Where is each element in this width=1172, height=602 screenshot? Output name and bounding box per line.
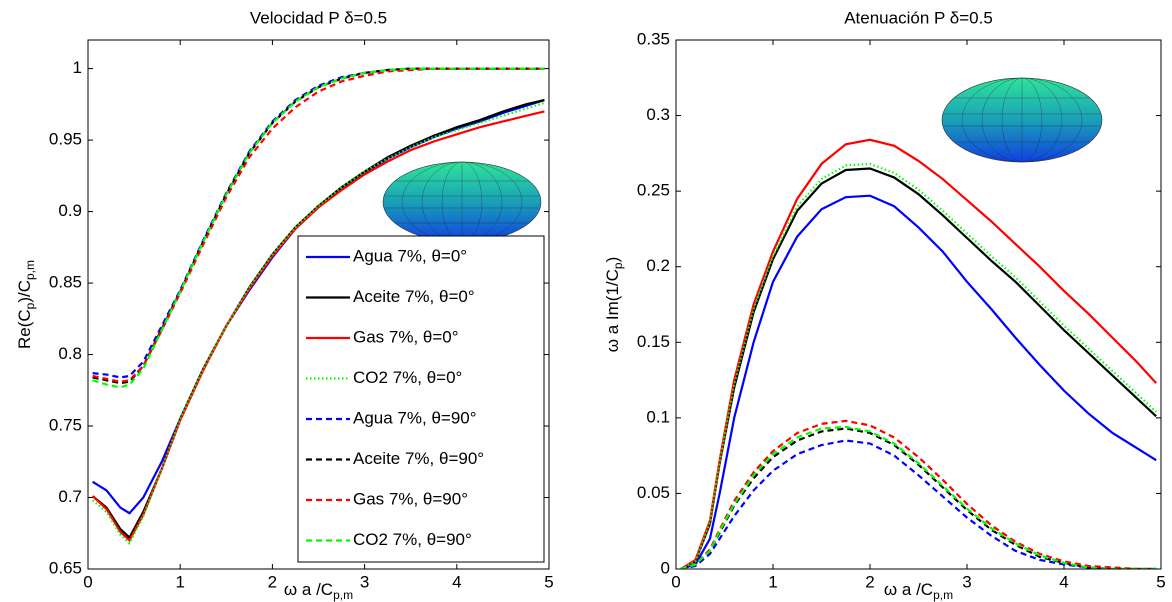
legend-label: CO2 7%, θ=0° — [353, 368, 462, 387]
axes-box — [87, 39, 550, 570]
legend-box — [297, 235, 545, 563]
legend-label: Aceite 7%, θ=0° — [353, 287, 475, 306]
x-tick-label: 0 — [671, 572, 680, 591]
x-axis-label: ω a /Cp,m — [884, 580, 953, 602]
y-tick-label: 0.15 — [637, 332, 670, 351]
x-tick-label: 1 — [768, 572, 777, 591]
y-tick-label: 0.95 — [49, 130, 82, 149]
y-axis-label: Re(Cp)/Cp,m — [15, 260, 37, 349]
x-axis-label-subscript: p,m — [933, 588, 953, 602]
axes-box — [675, 39, 1162, 570]
legend-label: Agua 7%, θ=0° — [353, 246, 467, 265]
x-axis-label: ω a /Cp,m — [284, 580, 353, 602]
series-line — [92, 67, 545, 389]
y-axis-label-part: )/C — [15, 280, 34, 303]
x-tick-label: 4 — [1059, 572, 1068, 591]
y-tick-label: 0.1 — [646, 407, 670, 426]
x-tick-label: 3 — [360, 572, 369, 591]
y-tick-label: 0.9 — [58, 201, 82, 220]
series-line — [92, 67, 545, 379]
spheroid-icon — [941, 77, 1103, 163]
y-tick-label: 0 — [661, 558, 670, 577]
y-tick-label: 0.75 — [49, 416, 82, 435]
spheroid-icon — [382, 161, 542, 243]
x-tick-label: 5 — [1156, 572, 1165, 591]
y-axis-label: ω a Im(1/Cp) — [603, 257, 625, 353]
y-tick-label: 0.3 — [646, 105, 670, 124]
y-tick-label: 0.8 — [58, 344, 82, 363]
x-tick-label: 3 — [962, 572, 971, 591]
series-group — [680, 138, 1157, 569]
series-line — [680, 425, 1157, 569]
y-axis-label-part: ω a Im(1/C — [603, 269, 622, 352]
y-tick-label: 1 — [73, 58, 82, 77]
y-axis-label-subscript: p — [23, 302, 37, 309]
legend-label: Aceite 7%, θ=90° — [353, 449, 484, 468]
x-tick-label: 2 — [865, 572, 874, 591]
y-axis-label-part: ) — [603, 257, 622, 263]
series-line — [680, 194, 1157, 569]
series-line — [680, 138, 1157, 569]
y-tick-label: 0.25 — [637, 181, 670, 200]
series-group — [91, 67, 545, 546]
series-line — [91, 101, 545, 546]
x-axis-label-part: ω a /C — [884, 580, 933, 599]
x-tick-label: 5 — [544, 572, 553, 591]
chart-title: Velocidad P δ=0.5 — [250, 8, 387, 27]
legend-label: Gas 7%, θ=0° — [353, 327, 459, 346]
y-tick-label: 0.35 — [637, 29, 670, 48]
series-line — [680, 427, 1157, 569]
x-tick-label: 2 — [268, 572, 277, 591]
chart-title: Atenuación P δ=0.5 — [844, 8, 993, 27]
series-line — [91, 110, 545, 543]
y-axis-label-subscript: p — [611, 262, 625, 269]
y-axis-label-part: Re(C — [15, 309, 34, 349]
x-axis-label-subscript: p,m — [333, 588, 353, 602]
legend-label: CO2 7%, θ=90° — [353, 530, 472, 549]
legend-label: Agua 7%, θ=90° — [353, 408, 477, 427]
y-tick-label: 0.65 — [49, 558, 82, 577]
y-tick-label: 0.7 — [58, 487, 82, 506]
series-line — [92, 67, 545, 383]
x-axis-label-part: ω a /C — [284, 580, 333, 599]
y-axis-label-subscript: p,m — [23, 260, 37, 280]
x-tick-label: 4 — [452, 572, 461, 591]
y-tick-label: 0.85 — [49, 273, 82, 292]
x-tick-label: 0 — [83, 572, 92, 591]
y-tick-label: 0.05 — [637, 483, 670, 502]
x-tick-label: 1 — [175, 572, 184, 591]
legend-label: Gas 7%, θ=90° — [353, 489, 468, 508]
y-tick-label: 0.2 — [646, 256, 670, 275]
